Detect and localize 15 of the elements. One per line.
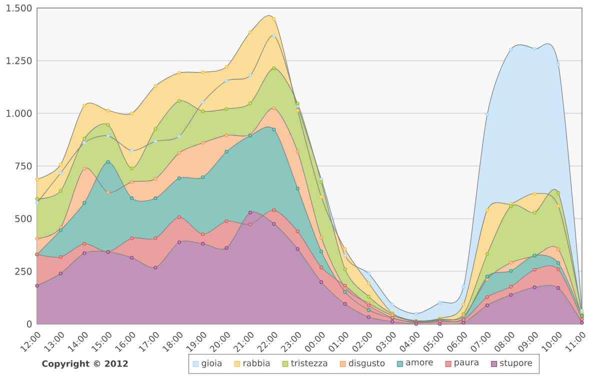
y-tick-label: 250 bbox=[15, 268, 32, 275]
y-tick-label: 750 bbox=[15, 162, 32, 170]
legend-label: rabbia bbox=[244, 360, 270, 366]
y-tick-label: 1.500 bbox=[6, 4, 32, 12]
legend-label: paura bbox=[454, 360, 478, 368]
legend-label: tristezza bbox=[291, 360, 328, 366]
legend-label: disgusto bbox=[348, 360, 385, 368]
y-tick-label: 500 bbox=[15, 215, 32, 222]
legend-label: gioia bbox=[202, 360, 222, 368]
y-tick-label: 0 bbox=[26, 320, 32, 328]
legend-label: amore bbox=[406, 360, 433, 366]
legend-label: stupore bbox=[500, 360, 532, 368]
y-tick-label: 1.000 bbox=[6, 110, 32, 117]
text: Copyright © 2012 bbox=[42, 360, 128, 369]
y-tick-label: 1.250 bbox=[6, 57, 32, 64]
